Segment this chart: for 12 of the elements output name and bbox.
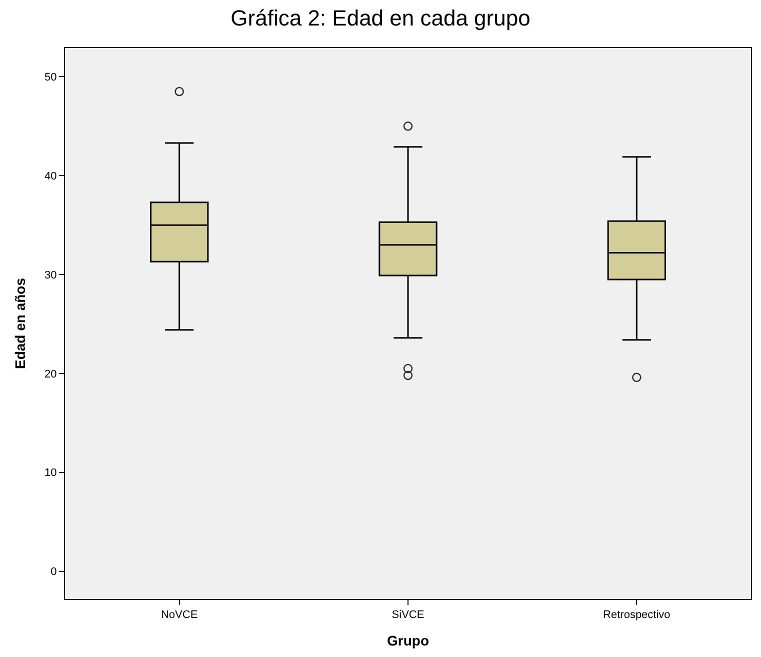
x-axis-title: Grupo bbox=[387, 632, 429, 648]
y-tick-label: 0 bbox=[50, 566, 57, 578]
x-tick-label: Retrospectivo bbox=[603, 609, 670, 622]
chart-title: Gráfica 2: Edad en cada grupo bbox=[230, 5, 530, 30]
y-axis-title: Edad en años bbox=[12, 278, 28, 370]
y-tick-label: 20 bbox=[44, 368, 57, 380]
y-tick-label: 40 bbox=[44, 170, 57, 182]
y-tick-label: 50 bbox=[44, 72, 57, 84]
y-tick-label: 10 bbox=[44, 467, 57, 480]
x-tick-label: NoVCE bbox=[160, 609, 198, 622]
x-tick-label: SiVCE bbox=[392, 609, 424, 622]
y-tick-label: 30 bbox=[44, 269, 57, 282]
